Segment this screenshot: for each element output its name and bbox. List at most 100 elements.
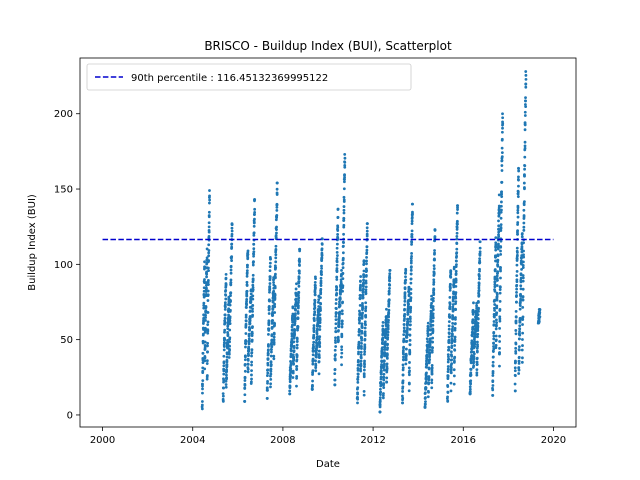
data-point bbox=[402, 329, 406, 332]
data-point bbox=[430, 364, 434, 367]
data-point bbox=[365, 262, 368, 266]
data-point bbox=[295, 368, 299, 371]
data-point bbox=[425, 353, 429, 357]
data-point bbox=[274, 244, 278, 248]
data-point bbox=[472, 364, 476, 368]
data-point bbox=[298, 264, 301, 267]
data-point bbox=[270, 345, 274, 349]
data-point bbox=[244, 339, 248, 342]
data-point bbox=[382, 392, 385, 395]
data-point bbox=[516, 229, 519, 233]
data-point bbox=[522, 260, 525, 264]
data-point bbox=[478, 254, 482, 257]
data-point bbox=[222, 354, 226, 358]
data-point bbox=[497, 242, 500, 246]
data-point bbox=[243, 379, 247, 382]
data-point bbox=[522, 225, 526, 229]
data-point bbox=[409, 299, 413, 303]
data-point bbox=[454, 296, 458, 300]
data-point bbox=[319, 270, 323, 274]
data-point bbox=[452, 285, 456, 289]
data-point bbox=[520, 348, 524, 352]
data-point bbox=[521, 276, 525, 280]
data-point bbox=[319, 282, 323, 285]
data-point bbox=[248, 319, 252, 323]
data-point bbox=[364, 323, 367, 327]
data-point bbox=[380, 346, 384, 350]
data-point bbox=[319, 309, 322, 312]
data-point bbox=[499, 245, 503, 248]
data-point bbox=[320, 242, 324, 246]
data-point bbox=[497, 228, 500, 231]
data-point bbox=[446, 353, 450, 357]
data-point bbox=[492, 345, 495, 348]
data-point bbox=[409, 287, 413, 291]
data-point bbox=[520, 360, 524, 364]
data-point bbox=[432, 280, 436, 284]
data-point bbox=[454, 318, 457, 321]
data-point bbox=[207, 229, 211, 232]
data-point bbox=[275, 187, 279, 191]
data-point bbox=[498, 285, 502, 289]
data-point bbox=[251, 286, 255, 289]
data-point bbox=[493, 315, 496, 319]
data-point bbox=[517, 175, 520, 179]
data-point bbox=[272, 354, 276, 358]
data-point bbox=[225, 368, 229, 372]
data-point bbox=[206, 278, 210, 282]
data-point bbox=[290, 323, 294, 327]
data-point bbox=[200, 400, 204, 403]
data-point bbox=[251, 304, 255, 307]
data-point bbox=[524, 85, 528, 89]
data-point bbox=[425, 357, 429, 361]
data-point bbox=[268, 290, 271, 294]
data-point bbox=[297, 296, 301, 300]
data-point bbox=[364, 301, 368, 305]
data-point bbox=[519, 294, 523, 298]
data-point bbox=[433, 228, 437, 232]
data-point bbox=[265, 396, 269, 400]
data-point bbox=[523, 121, 527, 125]
data-point bbox=[335, 278, 339, 281]
data-point bbox=[315, 346, 319, 349]
x-axis-label: Date bbox=[316, 459, 340, 470]
data-point bbox=[472, 360, 476, 364]
data-point bbox=[427, 390, 430, 394]
data-point bbox=[518, 330, 521, 333]
data-point bbox=[493, 303, 497, 306]
data-point bbox=[343, 180, 346, 184]
data-point bbox=[313, 306, 317, 310]
data-point bbox=[268, 287, 272, 291]
data-point bbox=[338, 300, 341, 304]
data-point bbox=[383, 345, 387, 349]
data-point bbox=[427, 375, 431, 378]
data-point bbox=[293, 332, 296, 336]
data-point bbox=[432, 264, 436, 268]
data-point bbox=[497, 235, 501, 238]
data-point bbox=[516, 215, 520, 219]
data-point bbox=[495, 318, 498, 322]
data-point bbox=[382, 372, 386, 376]
data-point bbox=[252, 250, 256, 254]
data-point bbox=[403, 307, 406, 311]
data-point bbox=[251, 297, 255, 301]
data-point bbox=[402, 346, 405, 350]
data-point bbox=[362, 375, 366, 379]
data-point bbox=[497, 230, 501, 234]
data-point bbox=[361, 311, 364, 315]
data-point bbox=[243, 358, 247, 362]
data-point bbox=[536, 321, 540, 325]
data-point bbox=[453, 338, 457, 342]
data-point bbox=[343, 178, 346, 181]
data-point bbox=[244, 313, 248, 317]
data-point bbox=[230, 229, 234, 233]
data-point bbox=[410, 233, 414, 236]
data-point bbox=[470, 334, 474, 338]
data-point bbox=[468, 392, 472, 396]
data-point bbox=[455, 247, 459, 251]
data-point bbox=[297, 276, 301, 280]
data-point bbox=[201, 384, 204, 388]
data-point bbox=[496, 264, 500, 268]
data-point bbox=[451, 309, 455, 313]
data-point bbox=[524, 96, 527, 100]
